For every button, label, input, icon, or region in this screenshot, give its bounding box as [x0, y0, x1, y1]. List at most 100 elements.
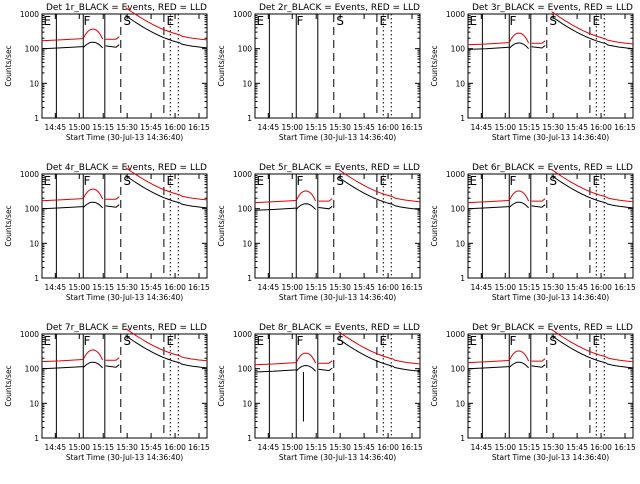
- events-series: [296, 364, 316, 372]
- x-tick-label: 15:00: [68, 443, 90, 452]
- y-tick-label: 100: [451, 45, 466, 54]
- phase-annotation: E: [257, 334, 265, 348]
- y-tick-label: 100: [25, 45, 40, 54]
- x-tick-label: 16:15: [188, 443, 210, 452]
- y-tick-label: 10: [242, 239, 252, 248]
- x-tick-label: 15:30: [329, 123, 351, 132]
- x-axis-label: Start Time (30-Jul-13 14:36:40): [279, 133, 396, 142]
- phase-annotation: E: [470, 334, 478, 348]
- lld-series: [531, 198, 546, 202]
- x-tick-label: 16:00: [164, 123, 186, 132]
- events-series: [551, 15, 634, 50]
- y-tick-label: 10: [455, 79, 465, 88]
- x-tick-label: 14:45: [257, 443, 279, 452]
- y-axis-label: Counts/sec: [217, 365, 226, 406]
- y-tick-label: 1: [34, 274, 39, 283]
- panel-det-4: Det 4r_BLACK = Events, RED = LLD11010010…: [4, 163, 210, 302]
- events-series: [531, 204, 546, 208]
- chart-title: Det 7r_BLACK = Events, RED = LLD: [46, 323, 207, 333]
- x-tick-label: 15:15: [518, 123, 540, 132]
- events-series: [338, 176, 421, 210]
- x-tick-label: 15:15: [305, 443, 327, 452]
- plot-frame: [467, 13, 634, 119]
- phase-annotation: E: [44, 14, 52, 28]
- lld-series: [295, 352, 317, 364]
- y-tick-label: 1: [247, 274, 252, 283]
- y-axis-label: Counts/sec: [4, 365, 13, 406]
- events-series: [509, 361, 529, 369]
- lld-series: [125, 328, 208, 362]
- y-tick-label: 10: [29, 79, 39, 88]
- x-tick-label: 15:00: [494, 123, 516, 132]
- x-axis-label: Start Time (30-Jul-13 14:36:40): [492, 293, 609, 302]
- x-tick-label: 15:00: [281, 283, 303, 292]
- events-series: [467, 206, 509, 210]
- phase-annotation: F: [83, 334, 90, 348]
- plot-frame: [41, 13, 208, 119]
- lld-series: [105, 36, 120, 40]
- y-tick-label: 100: [25, 205, 40, 214]
- x-tick-label: 16:15: [614, 283, 636, 292]
- x-tick-label: 16:00: [377, 123, 399, 132]
- x-tick-label: 15:30: [116, 123, 138, 132]
- y-axis-label: Counts/sec: [430, 205, 439, 246]
- x-tick-label: 14:45: [470, 123, 492, 132]
- phase-annotation: E: [44, 334, 52, 348]
- phase-annotation: F: [509, 14, 516, 28]
- lld-series: [254, 200, 296, 204]
- phase-annotation: E: [592, 174, 600, 188]
- x-tick-label: 15:45: [353, 443, 375, 452]
- lld-series: [105, 357, 120, 361]
- x-tick-label: 15:15: [305, 283, 327, 292]
- lld-series: [551, 11, 634, 45]
- y-tick-label: 10: [242, 399, 252, 408]
- lld-series: [125, 7, 208, 41]
- lld-series: [467, 360, 509, 364]
- phase-annotation: F: [296, 334, 303, 348]
- x-tick-label: 14:45: [257, 283, 279, 292]
- lld-series: [41, 198, 83, 202]
- lld-series: [508, 350, 530, 362]
- x-tick-label: 15:45: [566, 283, 588, 292]
- events-series: [125, 335, 208, 369]
- x-tick-label: 16:00: [590, 443, 612, 452]
- events-series: [83, 41, 103, 49]
- y-tick-label: 1: [460, 274, 465, 283]
- phase-annotation: F: [296, 174, 303, 188]
- phase-annotation: E: [166, 14, 174, 28]
- events-series: [531, 364, 546, 368]
- lld-series: [254, 362, 296, 366]
- events-series: [125, 15, 208, 49]
- plot-frame: [254, 173, 421, 279]
- x-tick-label: 15:45: [353, 283, 375, 292]
- events-series: [467, 366, 509, 370]
- x-tick-label: 15:45: [566, 123, 588, 132]
- events-series: [41, 366, 83, 370]
- phase-annotation: S: [549, 174, 557, 188]
- x-tick-label: 14:45: [257, 123, 279, 132]
- lld-series: [508, 190, 530, 202]
- x-axis-label: Start Time (30-Jul-13 14:36:40): [279, 453, 396, 462]
- x-tick-label: 15:30: [542, 443, 564, 452]
- lld-series: [82, 349, 104, 361]
- x-tick-label: 16:15: [401, 443, 423, 452]
- lld-series: [531, 40, 546, 44]
- x-tick-label: 16:15: [188, 123, 210, 132]
- chart-title: Det 2r_BLACK = Events, RED = LLD: [259, 3, 420, 13]
- x-tick-label: 16:00: [377, 283, 399, 292]
- phase-annotation: E: [470, 14, 478, 28]
- y-tick-label: 1000: [233, 170, 252, 179]
- events-series: [551, 175, 634, 209]
- panel-det-3: Det 3r_BLACK = Events, RED = LLD 1 10 100 10…: [430, 3, 636, 142]
- y-tick-label: 100: [238, 205, 253, 214]
- phase-annotation: S: [123, 334, 131, 348]
- phase-annotation: E: [166, 174, 174, 188]
- x-tick-label: 15:15: [92, 443, 114, 452]
- y-tick-label: 1: [247, 434, 252, 443]
- y-tick-label: 100: [25, 365, 40, 374]
- phase-annotation: S: [336, 174, 344, 188]
- phase-annotation: E: [379, 334, 387, 348]
- y-tick-label: 10: [242, 79, 252, 88]
